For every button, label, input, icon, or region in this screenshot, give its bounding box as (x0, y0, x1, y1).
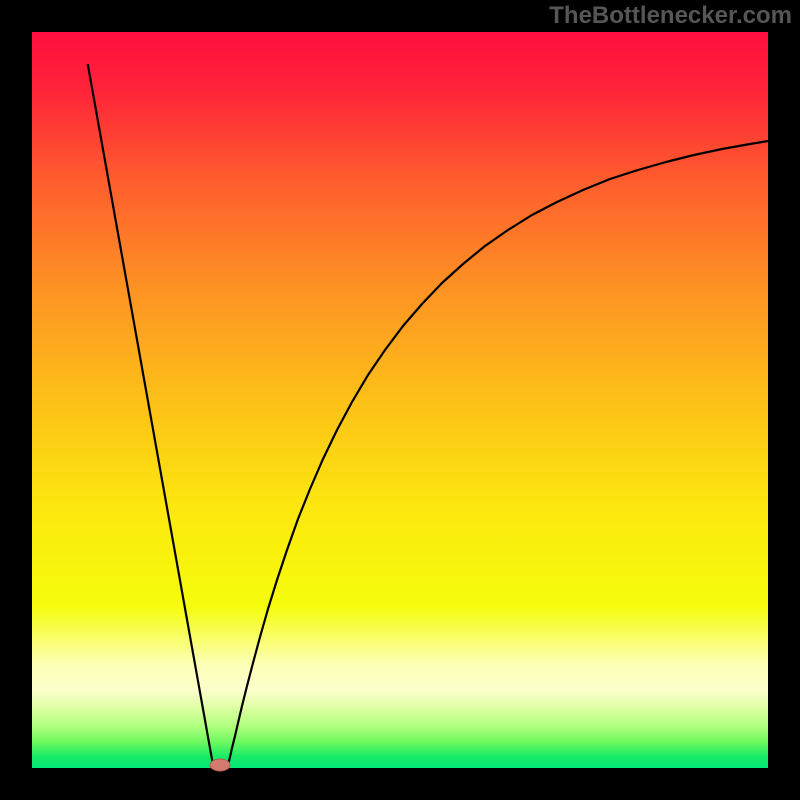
chart-svg (0, 0, 800, 800)
chart-container: TheBottlenecker.com (0, 0, 800, 800)
plot-background (32, 32, 768, 768)
optimum-marker (210, 759, 230, 771)
watermark-text: TheBottlenecker.com (549, 2, 792, 30)
